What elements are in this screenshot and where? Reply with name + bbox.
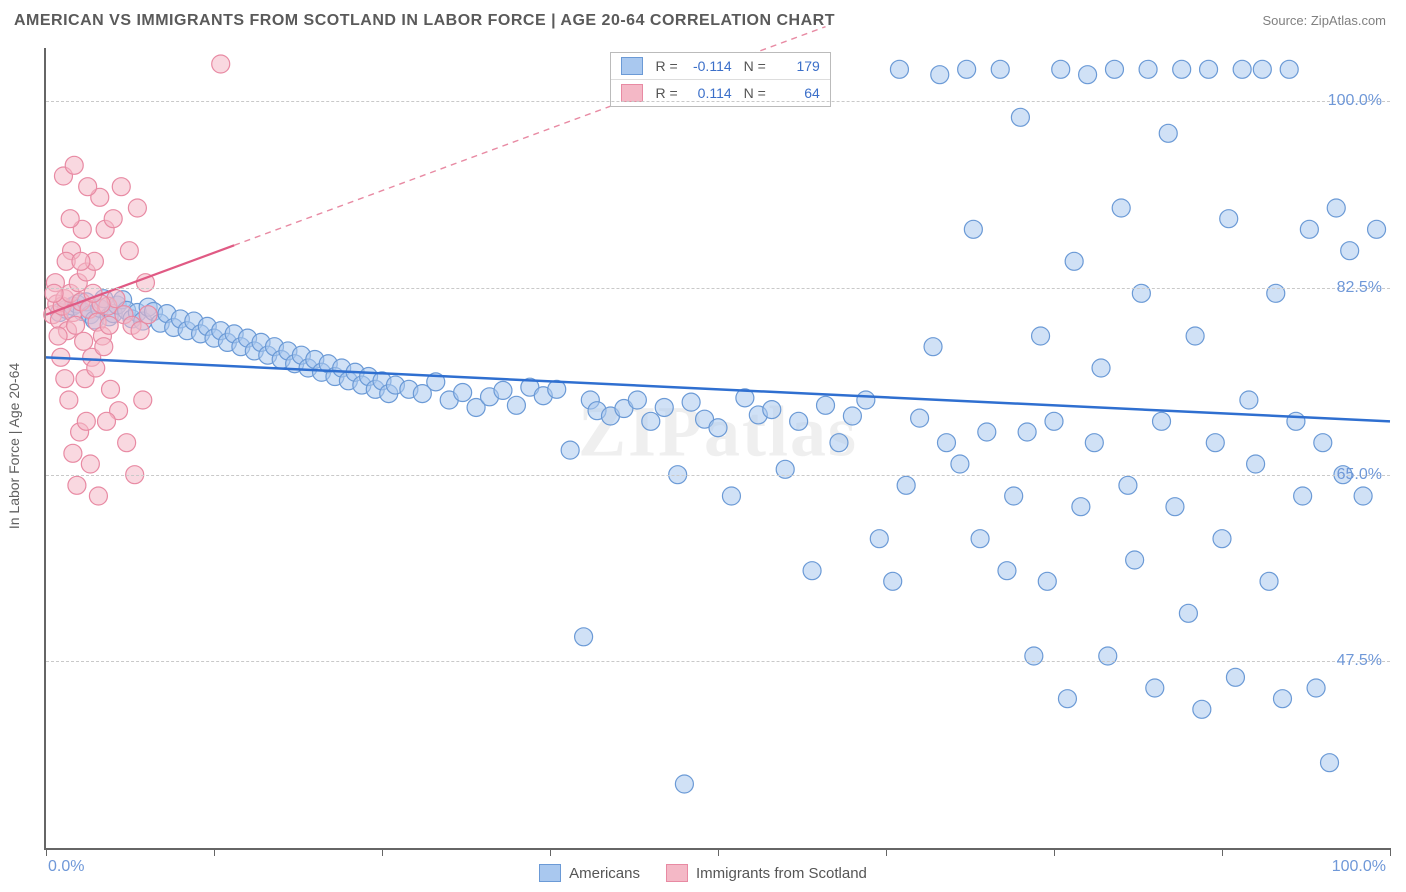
- ytick-label: 47.5%: [1337, 652, 1382, 670]
- bottom-legend: Americans Immigrants from Scotland: [0, 864, 1406, 882]
- legend-item-americans: Americans: [539, 864, 640, 882]
- xtick: [1222, 848, 1223, 856]
- r-label: R =: [655, 85, 677, 101]
- xtick: [1054, 848, 1055, 856]
- n-label: N =: [744, 85, 766, 101]
- xtick: [550, 848, 551, 856]
- n-value: 64: [772, 85, 820, 101]
- n-value: 179: [772, 58, 820, 74]
- xtick: [886, 848, 887, 856]
- y-axis-label: In Labor Force | Age 20-64: [6, 363, 22, 529]
- legend-swatch-scotland: [666, 864, 688, 882]
- ytick-label: 82.5%: [1337, 279, 1382, 297]
- xtick: [1390, 848, 1391, 856]
- r-label: R =: [655, 58, 677, 74]
- n-label: N =: [744, 58, 766, 74]
- gridline: [46, 475, 1390, 476]
- chart-plot-area: ZIPatlas R = -0.114 N = 179 R = 0.114 N …: [44, 48, 1390, 850]
- correlation-stats-box: R = -0.114 N = 179 R = 0.114 N = 64: [610, 52, 830, 107]
- ytick-label: 65.0%: [1337, 466, 1382, 484]
- legend-item-scotland: Immigrants from Scotland: [666, 864, 867, 882]
- scatter-plot-svg: [46, 48, 1390, 848]
- chart-source: Source: ZipAtlas.com: [1262, 13, 1386, 28]
- gridline: [46, 101, 1390, 102]
- gridline: [46, 661, 1390, 662]
- r-value: -0.114: [684, 58, 732, 74]
- xtick: [214, 848, 215, 856]
- xtick: [718, 848, 719, 856]
- legend-label: Immigrants from Scotland: [696, 865, 867, 882]
- r-value: 0.114: [684, 85, 732, 101]
- swatch-scotland: [621, 84, 643, 102]
- ytick-label: 100.0%: [1328, 92, 1382, 110]
- chart-title: AMERICAN VS IMMIGRANTS FROM SCOTLAND IN …: [14, 12, 835, 30]
- gridline: [46, 288, 1390, 289]
- legend-swatch-americans: [539, 864, 561, 882]
- chart-header: AMERICAN VS IMMIGRANTS FROM SCOTLAND IN …: [0, 0, 1406, 38]
- xtick: [46, 848, 47, 856]
- legend-label: Americans: [569, 865, 640, 882]
- swatch-americans: [621, 57, 643, 75]
- xtick: [382, 848, 383, 856]
- stats-row-americans: R = -0.114 N = 179: [611, 53, 829, 79]
